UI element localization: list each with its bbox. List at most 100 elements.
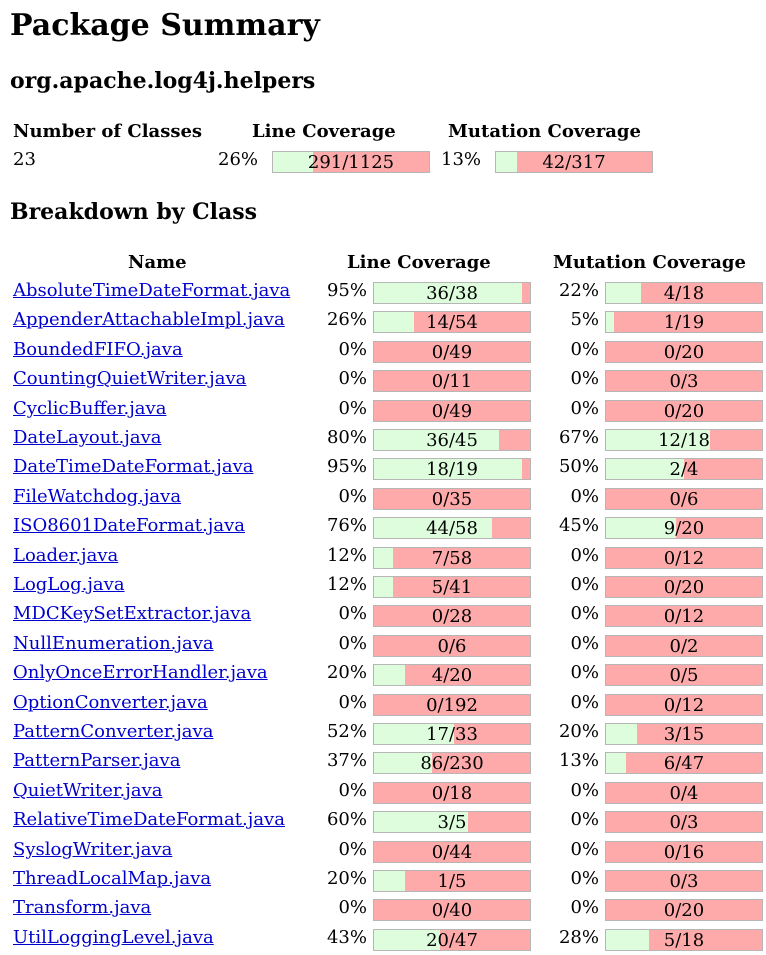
summary-line-coverage-bar: 291/1125	[272, 151, 430, 173]
class-link[interactable]: OptionConverter.java	[13, 692, 208, 713]
table-header-name: Name	[128, 252, 187, 273]
mutation-coverage-percent: 20%	[558, 721, 599, 742]
class-link[interactable]: LogLog.java	[13, 574, 125, 595]
line-coverage-text: 0/49	[431, 401, 473, 422]
mutation-coverage-bar: 4/18	[605, 282, 763, 304]
line-coverage-text: 1/5	[437, 871, 467, 892]
summary-line-percent: 26%	[218, 149, 259, 170]
class-link[interactable]: Transform.java	[13, 897, 152, 918]
line-coverage-text: 4/20	[431, 665, 473, 686]
class-link[interactable]: MDCKeySetExtractor.java	[13, 603, 252, 624]
line-coverage-text: 0/18	[431, 783, 473, 804]
table-header-mutation: Mutation Coverage	[553, 252, 746, 273]
line-coverage-fill	[374, 577, 394, 597]
line-coverage-text: 0/35	[431, 489, 473, 510]
line-coverage-bar: 0/44	[373, 841, 531, 863]
line-coverage-text: 36/38	[426, 283, 478, 304]
line-coverage-percent: 0%	[338, 780, 367, 801]
line-coverage-text: 0/49	[431, 342, 473, 363]
line-coverage-fill	[374, 871, 406, 891]
mutation-coverage-percent: 28%	[558, 927, 599, 948]
line-coverage-bar: 4/20	[373, 664, 531, 686]
line-coverage-bar: 17/33	[373, 723, 531, 745]
class-link[interactable]: PatternParser.java	[13, 750, 181, 771]
mutation-coverage-text: 0/5	[669, 665, 699, 686]
line-coverage-bar: 20/47	[373, 929, 531, 951]
mutation-coverage-text: 6/47	[663, 753, 705, 774]
mutation-coverage-percent: 0%	[570, 897, 599, 918]
mutation-coverage-percent: 0%	[570, 486, 599, 507]
class-link[interactable]: ISO8601DateFormat.java	[13, 515, 245, 536]
mutation-coverage-percent: 67%	[558, 427, 599, 448]
line-coverage-fill	[374, 665, 406, 685]
mutation-coverage-fill	[606, 430, 710, 450]
class-link[interactable]: QuietWriter.java	[13, 780, 163, 801]
mutation-coverage-fill	[606, 753, 626, 773]
mutation-coverage-text: 0/4	[669, 783, 699, 804]
mutation-coverage-bar: 3/15	[605, 723, 763, 745]
line-coverage-text: 14/54	[426, 312, 478, 333]
line-coverage-text: 0/192	[426, 695, 478, 716]
class-link[interactable]: SyslogWriter.java	[13, 839, 173, 860]
line-coverage-text: 86/230	[420, 753, 484, 774]
line-coverage-percent: 95%	[326, 456, 367, 477]
mutation-coverage-fill	[606, 930, 650, 950]
mutation-coverage-text: 0/16	[663, 842, 705, 863]
mutation-coverage-bar: 0/12	[605, 547, 763, 569]
line-coverage-bar: 18/19	[373, 458, 531, 480]
mutation-coverage-percent: 0%	[570, 574, 599, 595]
class-link[interactable]: CyclicBuffer.java	[13, 398, 167, 419]
class-link[interactable]: NullEnumeration.java	[13, 633, 214, 654]
class-link[interactable]: BoundedFIFO.java	[13, 339, 183, 360]
mutation-coverage-text: 0/2	[669, 636, 699, 657]
mutation-coverage-bar: 0/3	[605, 370, 763, 392]
mutation-coverage-percent: 5%	[570, 309, 599, 330]
mutation-coverage-percent: 0%	[570, 868, 599, 889]
line-coverage-percent: 0%	[338, 633, 367, 654]
class-link[interactable]: FileWatchdog.java	[13, 486, 182, 507]
class-link[interactable]: UtilLoggingLevel.java	[13, 927, 214, 948]
line-coverage-bar: 0/40	[373, 899, 531, 921]
mutation-coverage-percent: 0%	[570, 603, 599, 624]
line-coverage-fill	[374, 753, 433, 773]
line-coverage-fill	[374, 724, 455, 744]
line-coverage-percent: 12%	[326, 574, 367, 595]
class-link[interactable]: PatternConverter.java	[13, 721, 214, 742]
line-coverage-bar: 14/54	[373, 311, 531, 333]
mutation-coverage-percent: 0%	[570, 633, 599, 654]
line-coverage-percent: 0%	[338, 603, 367, 624]
mutation-coverage-text: 0/12	[663, 695, 705, 716]
class-link[interactable]: DateTimeDateFormat.java	[13, 456, 254, 477]
class-link[interactable]: ThreadLocalMap.java	[13, 868, 212, 889]
mutation-coverage-percent: 50%	[558, 456, 599, 477]
class-link[interactable]: Loader.java	[13, 545, 119, 566]
class-link[interactable]: AppenderAttachableImpl.java	[13, 309, 285, 330]
mutation-coverage-bar: 0/16	[605, 841, 763, 863]
summary-header-classes: Number of Classes	[13, 121, 203, 142]
line-coverage-text: 36/45	[426, 430, 478, 451]
class-link[interactable]: AbsoluteTimeDateFormat.java	[13, 280, 291, 301]
summary-mutation-percent: 13%	[441, 149, 482, 170]
mutation-coverage-percent: 0%	[570, 662, 599, 683]
summary-header-line: Line Coverage	[252, 121, 396, 142]
class-link[interactable]: DateLayout.java	[13, 427, 162, 448]
line-coverage-percent: 52%	[326, 721, 367, 742]
line-coverage-bar: 0/11	[373, 370, 531, 392]
line-coverage-percent: 0%	[338, 398, 367, 419]
page-title: Package Summary	[10, 8, 320, 43]
line-coverage-percent: 12%	[326, 545, 367, 566]
class-link[interactable]: OnlyOnceErrorHandler.java	[13, 662, 268, 683]
line-coverage-text: 0/44	[431, 842, 473, 863]
mutation-coverage-text: 5/18	[663, 930, 705, 951]
summary-num-classes: 23	[13, 149, 36, 170]
mutation-coverage-percent: 0%	[570, 545, 599, 566]
mutation-coverage-bar: 0/6	[605, 488, 763, 510]
class-link[interactable]: CountingQuietWriter.java	[13, 368, 247, 389]
summary-header-mutation: Mutation Coverage	[448, 121, 641, 142]
class-link[interactable]: RelativeTimeDateFormat.java	[13, 809, 285, 830]
mutation-coverage-percent: 0%	[570, 780, 599, 801]
summary-line-coverage-text: 291/1125	[307, 152, 395, 173]
mutation-coverage-bar: 0/3	[605, 811, 763, 833]
mutation-coverage-fill	[606, 312, 615, 332]
breakdown-title: Breakdown by Class	[10, 199, 258, 225]
